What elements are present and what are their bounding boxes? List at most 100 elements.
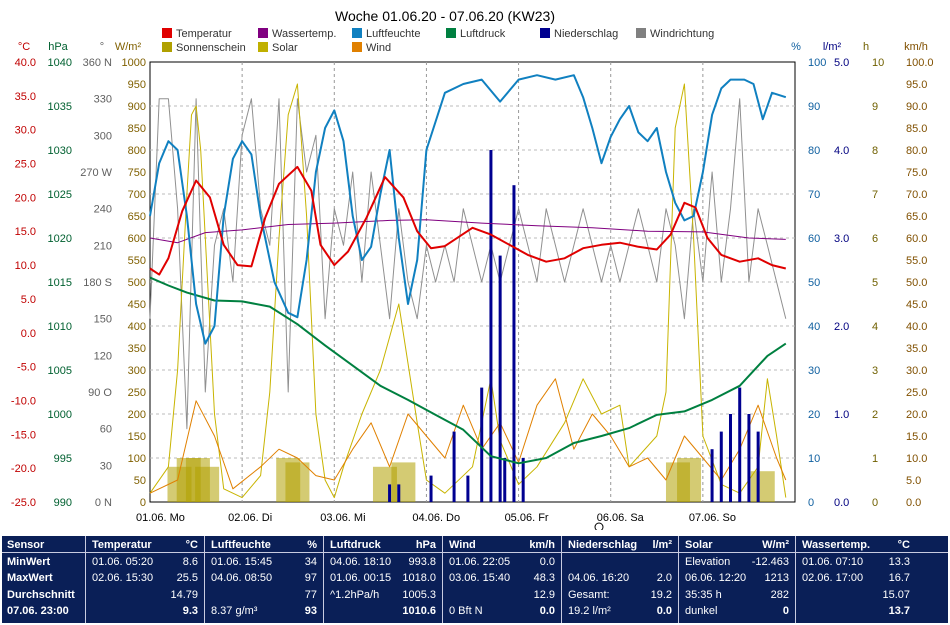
solar-sunshine-hours: 35:35 h [685,589,722,601]
axis-tick-wind: 80.0 [906,145,927,157]
axis-tick-solar: 800 [128,145,146,157]
legend-label: Luftfeuchte [366,28,420,40]
axis-unit-winddir: ° [100,41,104,53]
humidity-line [149,74,787,345]
axis-tick-winddir: 120 [94,350,112,362]
axis-tick-temp: -10.0 [11,395,36,407]
legend-swatch [446,28,456,38]
axis-tick-wind: 25.0 [906,387,927,399]
x-tick-label: 04.06. Do [412,512,460,524]
press-current: 1010.6 [402,605,436,617]
stats-header-solar: Solar [685,539,713,551]
axis-tick-winddir: 270 W [80,167,112,179]
axis-tick-wind: 100.0 [906,57,934,69]
precipitation-bar [480,387,484,502]
x-tick-label: 03.06. Mi [320,512,365,524]
axis-tick-solar: 650 [128,211,146,223]
precipitation-bar [756,431,760,502]
axis-tick-wind: 35.0 [906,343,927,355]
axis-tick-winddir: 240 [94,204,112,216]
axis-tick-solar: 850 [128,123,146,135]
axis-unit-sunshine: h [863,41,869,53]
x-tick-label: 05.06. Fr [505,512,549,524]
precipitation-bar [498,255,502,502]
legend-label: Wassertemp. [272,28,336,40]
axis-tick-wind: 75.0 [906,167,927,179]
axis-tick-solar: 50 [134,475,146,487]
wind-min-value: 0.0 [539,556,555,568]
water-min-value: 13.3 [888,556,910,568]
scroll-marker[interactable] [594,522,604,530]
axis-tick-temp: 25.0 [15,159,36,171]
axis-tick-wind: 85.0 [906,123,927,135]
chart-title: Woche 01.06.20 - 07.06.20 (KW23) [335,8,555,24]
axis-tick-solar: 750 [128,167,146,179]
axis-tick-temp: 30.0 [15,125,36,137]
axis-tick-temp: 5.0 [21,294,36,306]
temperature-line [149,165,787,276]
axis-tick-wind: 0.0 [906,497,921,509]
statistics-table: Sensor MinWert MaxWert Durchschnitt 07.0… [2,536,948,623]
axis-tick-sunshine: 9 [872,101,878,113]
temp-max-time: 02.06. 15:30 [92,572,154,584]
sunshine-bar [750,471,775,502]
axis-tick-sunshine: 10 [872,57,884,69]
axis-tick-rain: 5.0 [834,57,849,69]
precipitation-bar [747,414,751,502]
axis-tick-humidity: 0 [808,497,814,509]
axis-tick-sunshine: 5 [872,277,878,289]
precipitation-bar [738,387,742,502]
solar-unit: W/m² [762,539,789,551]
solar-current: 0 [782,605,789,617]
axis-tick-solar: 700 [128,189,146,201]
axis-tick-winddir: 150 [94,314,112,326]
x-tick-label: 02.06. Di [228,512,272,524]
axis-tick-solar: 550 [128,255,146,267]
solar-state: dunkel [685,605,718,617]
axis-tick-sunshine: 3 [872,365,878,377]
axis-tick-wind: 70.0 [906,189,927,201]
rain-max-value: 2.0 [656,572,672,584]
axis-tick-rain: 2.0 [834,321,849,333]
hum-unit: % [307,539,317,551]
axis-tick-temp: 0.0 [21,328,36,340]
axis-tick-solar: 1000 [122,57,146,69]
axis-tick-pressure: 1040 [48,57,72,69]
axis-tick-humidity: 50 [808,277,820,289]
axis-tick-sunshine: 0 [872,497,878,509]
axis-tick-pressure: 1030 [48,145,72,157]
water-temp-line [149,219,786,244]
axis-tick-pressure: 1020 [48,233,72,245]
pressure-line [149,276,787,465]
axis-tick-solar: 150 [128,431,146,443]
axis-tick-sunshine: 7 [872,189,878,201]
axis-tick-sunshine: 4 [872,321,878,333]
press-min-value: 993.8 [408,556,436,568]
solar-elevation-label: Elevation [685,556,731,568]
axis-tick-wind: 95.0 [906,79,927,91]
rain-total-value: 19.2 [650,589,672,601]
axis-tick-winddir: 300 [94,130,112,142]
precipitation-bar [489,150,493,502]
solar-average: 282 [770,589,789,601]
legend-label: Sonnenschein [176,42,246,54]
axis-tick-solar: 200 [128,409,146,421]
rain-current: 0.0 [656,605,672,617]
row-label-avg: Durchschnitt [7,589,75,601]
axis-unit-solar: W/m² [115,41,142,53]
legend-label: Luftdruck [460,28,506,40]
axis-tick-solar: 100 [128,453,146,465]
axis-tick-sunshine: 1 [872,453,878,465]
row-label-max: MaxWert [7,572,53,584]
wind-unit: km/h [529,539,555,551]
legend-swatch [162,42,172,52]
axis-tick-temp: -20.0 [11,463,36,475]
precipitation-bar [466,475,470,502]
legend-swatch [162,28,172,38]
precipitation-bar [729,414,732,502]
axis-tick-solar: 600 [128,233,146,245]
axis-tick-solar: 350 [128,343,146,355]
hum-current: 93 [304,605,317,617]
axis-tick-temp: -25.0 [11,497,36,509]
press-max-value: 1018.0 [402,572,436,584]
